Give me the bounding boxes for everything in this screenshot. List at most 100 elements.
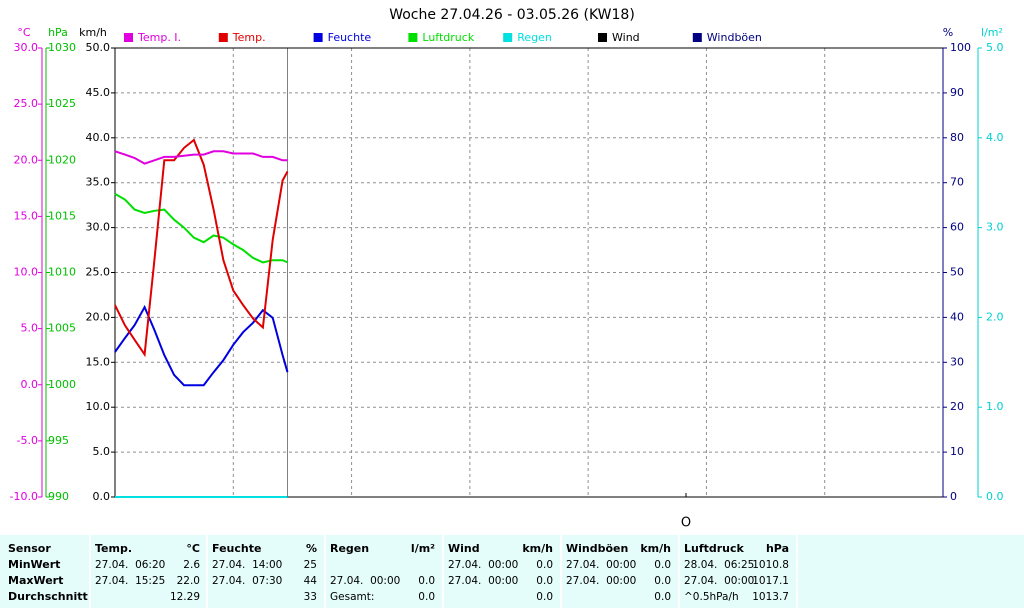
table-cell: 27.04. 00:00 — [448, 559, 518, 571]
y-tick-label: 20 — [950, 400, 964, 413]
y-tick-label: 2.0 — [986, 310, 1004, 323]
table-header: Temp. — [95, 542, 132, 555]
table-background — [0, 535, 1024, 608]
series-line — [114, 138, 289, 358]
legend-swatch — [503, 33, 513, 42]
series-line — [114, 304, 289, 387]
y-tick-label: 20.0 — [86, 310, 111, 323]
y-tick-label: 20.0 — [14, 153, 39, 166]
legend-swatch — [218, 33, 228, 42]
y-tick-label: 1030 — [48, 41, 76, 54]
series-line — [114, 150, 288, 165]
table-cell: 0.0 — [536, 591, 553, 603]
table-cell: 1013.7 — [752, 591, 789, 603]
legend-swatch — [408, 33, 418, 42]
axis-unit: °C — [17, 26, 31, 39]
y-tick-label: 50.0 — [86, 41, 111, 54]
y-tick-label: 25.0 — [86, 266, 111, 279]
table-cell: 0.0 — [654, 575, 671, 587]
y-tick-label: -10.0 — [10, 490, 38, 503]
table-cell: 0.0 — [418, 591, 435, 603]
y-tick-label: 5.0 — [986, 41, 1004, 54]
table-unit: l/m² — [411, 542, 435, 555]
y-tick-label: 100 — [950, 41, 971, 54]
chart-title: Woche 27.04.26 - 03.05.26 (KW18) — [389, 7, 635, 23]
y-tick-label: 1.0 — [986, 400, 1004, 413]
table-cell: 25 — [304, 559, 317, 571]
table-cell: 27.04. 14:00 — [212, 559, 282, 571]
y-tick-label: 35.0 — [86, 176, 111, 189]
y-tick-label: 4.0 — [986, 131, 1004, 144]
y-tick-label: 10.0 — [86, 400, 111, 413]
y-tick-label: 70 — [950, 176, 964, 189]
table-cell: 0.0 — [654, 559, 671, 571]
y-tick-label: 1015 — [48, 209, 76, 222]
y-tick-label: 1020 — [48, 153, 76, 166]
table-cell: 27.04. 00:00 — [330, 575, 400, 587]
y-tick-label: 0.0 — [93, 490, 111, 503]
table-header: Sensor — [8, 542, 51, 555]
table-unit: km/h — [640, 542, 671, 555]
table-unit: km/h — [522, 542, 553, 555]
table-cell: 27.04. 00:00 — [684, 575, 754, 587]
table-header: Regen — [330, 542, 369, 555]
annotation: O — [681, 516, 691, 531]
table-cell: 27.04. 07:30 — [212, 575, 282, 587]
legend-label: Temp. I. — [137, 31, 181, 44]
table-cell: 2.6 — [183, 559, 200, 571]
legend-swatch — [124, 33, 133, 42]
series-line — [114, 193, 288, 264]
table-cell: 0.0 — [536, 575, 553, 587]
y-tick-label: 0.0 — [986, 490, 1004, 503]
y-tick-label: 1010 — [48, 266, 76, 279]
table-cell: 27.04. 00:00 — [448, 575, 518, 587]
axis-unit: hPa — [48, 26, 68, 39]
y-tick-label: 5.0 — [21, 322, 39, 335]
y-tick-label: 30 — [950, 355, 964, 368]
table-cell: 27.04. 00:00 — [566, 575, 636, 587]
y-tick-label: 25.0 — [14, 97, 39, 110]
table-cell: 1010.8 — [752, 559, 789, 571]
row-label: MaxWert — [8, 574, 63, 587]
legend-swatch — [313, 33, 323, 42]
table-cell: 12.29 — [170, 591, 200, 603]
legend-label: Windböen — [707, 31, 762, 44]
y-tick-label: 50 — [950, 266, 964, 279]
legend-label: Temp. — [232, 31, 266, 44]
y-tick-label: 0 — [950, 490, 957, 503]
y-tick-label: 5.0 — [93, 445, 111, 458]
legend-swatch — [598, 33, 607, 42]
y-tick-label: 10.0 — [14, 266, 39, 279]
y-tick-label: 1000 — [48, 378, 76, 391]
table-header: Feuchte — [212, 542, 261, 555]
y-tick-label: 15.0 — [86, 355, 111, 368]
table-unit: % — [306, 542, 317, 555]
y-tick-label: 60 — [950, 221, 964, 234]
table-unit: hPa — [766, 542, 789, 555]
table-cell: ^0.5hPa/h — [684, 591, 739, 603]
table-unit: °C — [186, 542, 200, 555]
legend-label: Regen — [517, 31, 552, 44]
table-cell: Gesamt: — [330, 591, 374, 603]
y-tick-label: 990 — [48, 490, 69, 503]
y-tick-label: 1005 — [48, 322, 76, 335]
table-cell: 1017.1 — [752, 575, 789, 587]
table-header: Windböen — [566, 542, 628, 555]
y-tick-label: 3.0 — [986, 221, 1004, 234]
axis-unit: km/h — [79, 26, 107, 39]
table-cell: 27.04. 15:25 — [95, 575, 165, 587]
table-cell: 44 — [304, 575, 318, 587]
legend-swatch — [692, 33, 702, 42]
table-cell: 22.0 — [177, 575, 200, 587]
table-cell: 0.0 — [654, 591, 671, 603]
legend-label: Wind — [612, 31, 640, 44]
y-tick-label: 45.0 — [86, 86, 111, 99]
table-header: Wind — [448, 542, 480, 555]
y-tick-label: -5.0 — [17, 434, 38, 447]
table-header: Luftdruck — [684, 542, 745, 555]
y-tick-label: 0.0 — [21, 378, 39, 391]
y-tick-label: 15.0 — [14, 209, 39, 222]
row-label: Durchschnitt — [8, 590, 88, 603]
table-cell: 0.0 — [418, 575, 435, 587]
